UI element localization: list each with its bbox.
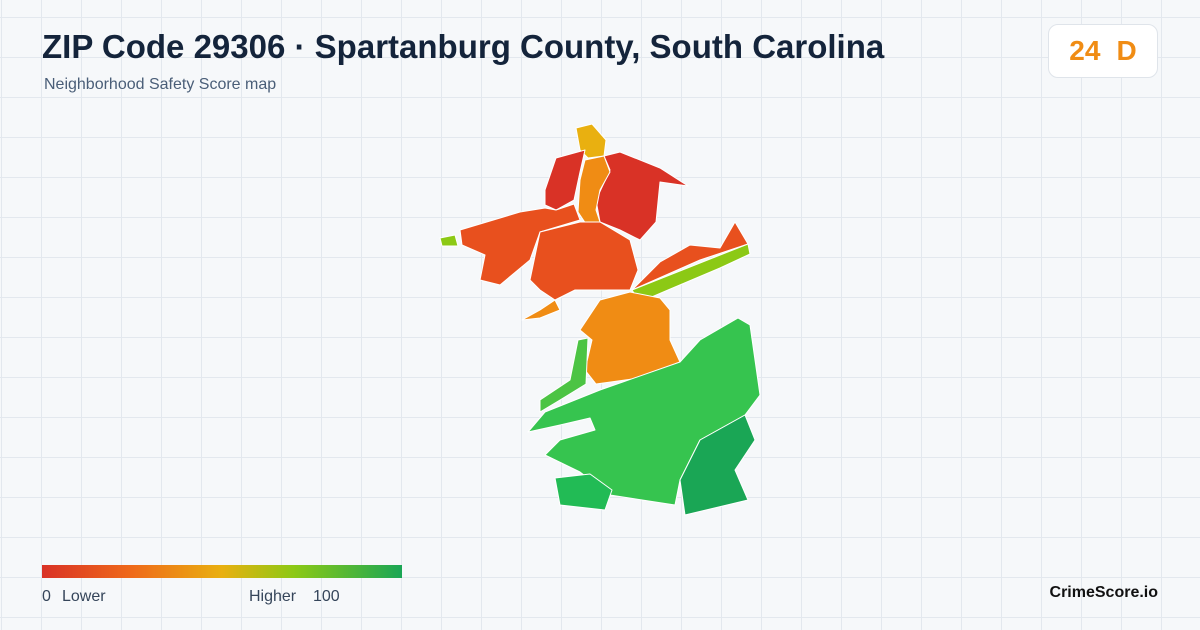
legend-bar — [42, 565, 402, 578]
area — [595, 151, 689, 241]
brand: CrimeScore.io — [1049, 584, 1158, 601]
area — [577, 155, 611, 225]
area — [439, 234, 459, 247]
legend-min: 0 — [42, 588, 51, 605]
area — [679, 414, 756, 516]
legend-max: 100 — [313, 588, 340, 605]
subtitle: Neighborhood Safety Score map — [44, 76, 277, 93]
area — [631, 221, 749, 291]
area — [554, 473, 613, 511]
title: ZIP Code 29306 · Spartanburg County, Sou… — [42, 28, 885, 65]
area — [529, 221, 639, 301]
area — [544, 149, 586, 211]
area — [539, 337, 589, 413]
area — [521, 299, 561, 321]
grade: D — [1116, 35, 1137, 66]
score-badge: 24 D — [1048, 24, 1158, 78]
score: 24 — [1069, 35, 1101, 66]
legend-max-label: Higher — [249, 588, 297, 605]
legend-min-label: Lower — [62, 588, 106, 605]
